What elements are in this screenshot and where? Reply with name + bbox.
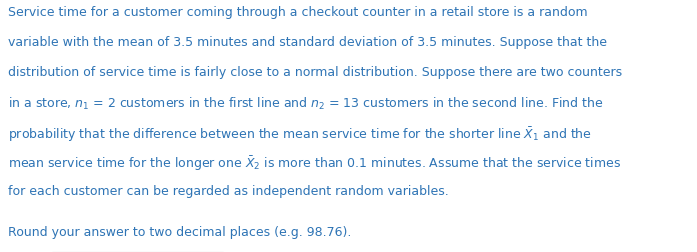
- Text: mean service time for the longer one $\bar{X}_2$ is more than 0.1 minutes. Assum: mean service time for the longer one $\b…: [8, 155, 622, 173]
- Text: Service time for a customer coming through a checkout counter in a retail store : Service time for a customer coming throu…: [8, 6, 588, 19]
- Text: Round your answer to two decimal places (e.g. 98.76).: Round your answer to two decimal places …: [8, 226, 352, 239]
- Text: probability that the difference between the mean service time for the shorter li: probability that the difference between …: [8, 125, 592, 144]
- Text: distribution of service time is fairly close to a normal distribution. Suppose t: distribution of service time is fairly c…: [8, 66, 622, 79]
- Text: in a store, $n_1$ = 2 customers in the first line and $n_2$ = 13 customers in th: in a store, $n_1$ = 2 customers in the f…: [8, 96, 604, 112]
- Text: for each customer can be regarded as independent random variables.: for each customer can be regarded as ind…: [8, 185, 449, 198]
- Text: variable with the mean of 3.5 minutes and standard deviation of 3.5 minutes. Sup: variable with the mean of 3.5 minutes an…: [8, 36, 607, 49]
